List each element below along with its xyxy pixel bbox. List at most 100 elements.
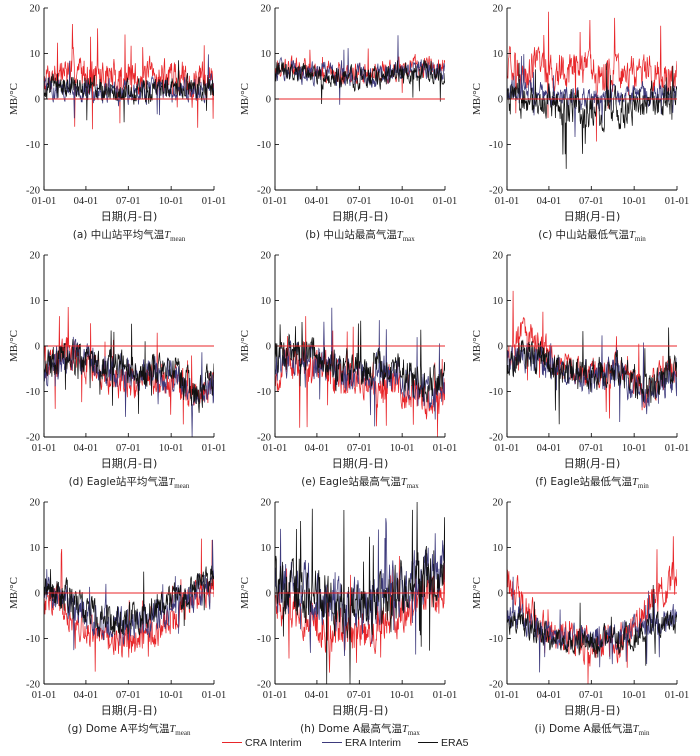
x-axis-label: 日期(月-日): [332, 457, 389, 470]
legend: CRA Interim ERA Interim ERA5: [222, 737, 469, 749]
series-line-cra-interim: [275, 555, 445, 673]
x-axis-label: 日期(月-日): [564, 210, 621, 223]
x-tick-label: 07-01: [579, 690, 604, 701]
series-line-era5: [275, 59, 445, 105]
y-tick-label: 0: [266, 95, 271, 106]
panel-caption: (c) 中山站最低气温Tmin: [538, 228, 646, 243]
y-axis-label: MB/°C: [471, 330, 483, 362]
y-tick-label: 0: [498, 95, 503, 106]
x-tick-label: 04-01: [305, 690, 330, 701]
y-tick-label: 20: [30, 251, 41, 262]
x-tick-label: 04-01: [537, 690, 562, 701]
x-axis-label: 日期(月-日): [101, 704, 158, 717]
panel-caption: (h) Dome A最高气温Tmax: [300, 722, 420, 737]
x-tick-label: 04-01: [74, 443, 99, 454]
series-line-era5: [275, 502, 445, 684]
y-tick-label: -10: [26, 140, 40, 151]
series-line-era5: [44, 323, 214, 414]
x-tick-label: 10-01: [390, 443, 415, 454]
x-tick-label: 01-01: [202, 690, 227, 701]
y-tick-label: 20: [30, 4, 41, 15]
legend-label: ERA5: [441, 737, 469, 749]
x-tick-label: 10-01: [390, 196, 415, 207]
panel-a: -20 -10 0 10 20 01-01 04-01 07-01 10-01 01-01 MB/°…: [8, 4, 226, 244]
x-tick-label: 01-01: [495, 690, 520, 701]
y-tick-label: -20: [26, 186, 40, 197]
x-tick-label: 01-01: [202, 443, 227, 454]
series-line-era5: [275, 320, 445, 403]
y-tick-label: 10: [30, 49, 41, 60]
y-axis-label: MB/°C: [471, 83, 483, 115]
y-tick-label: -20: [257, 433, 271, 444]
x-tick-label: 10-01: [159, 196, 184, 207]
x-tick-label: 01-01: [32, 443, 57, 454]
panel-caption: (g) Dome A平均气温Tmean: [68, 722, 191, 737]
series-line-cra-interim: [44, 23, 214, 130]
y-tick-label: -20: [489, 186, 503, 197]
x-tick-label: 07-01: [579, 196, 604, 207]
x-tick-label: 10-01: [622, 196, 647, 207]
legend-label: CRA Interim: [245, 737, 302, 749]
y-tick-label: -10: [489, 634, 503, 645]
series-line-era-interim: [507, 335, 677, 423]
panel-f: -20 -10 0 10 20 01-01 04-01 07-01 10-01 01-01 MB/°…: [471, 251, 689, 491]
x-tick-label: 01-01: [32, 196, 57, 207]
y-tick-label: -20: [257, 680, 271, 691]
y-tick-label: -10: [489, 140, 503, 151]
y-tick-label: 20: [30, 498, 41, 509]
x-tick-label: 01-01: [202, 196, 227, 207]
x-tick-label: 04-01: [74, 196, 99, 207]
x-tick-label: 04-01: [537, 443, 562, 454]
panel-caption: (f) Eagle站最低气温Tmin: [535, 475, 649, 490]
x-tick-label: 01-01: [263, 196, 288, 207]
x-tick-label: 10-01: [159, 443, 184, 454]
panel-h: -20 -10 0 10 20 01-01 04-01 07-01 10-01 01-01 MB/°…: [239, 498, 457, 738]
panel-i: -20 -10 0 10 20 01-01 04-01 07-01 10-01 01-01 MB/°…: [471, 498, 689, 738]
y-axis-label: MB/°C: [239, 330, 251, 362]
y-tick-label: 0: [35, 589, 40, 600]
y-tick-label: 0: [498, 589, 503, 600]
x-tick-label: 10-01: [622, 443, 647, 454]
y-tick-label: 20: [261, 498, 272, 509]
series-line-cra-interim: [507, 536, 677, 684]
y-tick-label: 10: [30, 543, 41, 554]
legend-label: ERA Interim: [345, 737, 401, 749]
x-tick-label: 04-01: [305, 196, 330, 207]
panel-b: -20 -10 0 10 20 01-01 04-01 07-01 10-01 01-01 MB/°…: [239, 4, 457, 244]
x-tick-label: 10-01: [390, 690, 415, 701]
y-tick-label: -10: [26, 387, 40, 398]
y-tick-label: -10: [257, 387, 271, 398]
panel-caption: (i) Dome A最低气温Tmin: [535, 722, 650, 737]
series-line-era5: [44, 565, 214, 638]
y-tick-label: 0: [35, 342, 40, 353]
y-axis-label: MB/°C: [239, 83, 251, 115]
y-tick-label: 20: [261, 4, 272, 15]
x-tick-label: 07-01: [579, 443, 604, 454]
x-tick-label: 04-01: [74, 690, 99, 701]
y-tick-label: 10: [261, 49, 272, 60]
y-tick-label: 10: [261, 296, 272, 307]
x-tick-label: 10-01: [622, 690, 647, 701]
x-tick-label: 10-01: [159, 690, 184, 701]
y-tick-label: -20: [26, 680, 40, 691]
x-tick-label: 07-01: [116, 443, 141, 454]
series-line-cra-interim: [44, 306, 214, 425]
y-axis-label: MB/°C: [8, 577, 20, 609]
x-tick-label: 04-01: [537, 196, 562, 207]
y-tick-label: -20: [489, 680, 503, 691]
y-tick-label: 10: [493, 543, 504, 554]
x-tick-label: 01-01: [32, 690, 57, 701]
y-tick-label: 20: [261, 251, 272, 262]
y-axis-label: MB/°C: [8, 83, 20, 115]
x-tick-label: 01-01: [665, 443, 690, 454]
y-tick-label: -20: [489, 433, 503, 444]
x-tick-label: 07-01: [347, 443, 372, 454]
x-tick-label: 07-01: [116, 196, 141, 207]
x-tick-label: 01-01: [495, 443, 520, 454]
y-tick-label: 20: [493, 4, 504, 15]
y-axis-label: MB/°C: [8, 330, 20, 362]
x-axis-label: 日期(月-日): [332, 704, 389, 717]
y-tick-label: 0: [498, 342, 503, 353]
x-tick-label: 01-01: [433, 443, 458, 454]
x-tick-label: 01-01: [433, 196, 458, 207]
